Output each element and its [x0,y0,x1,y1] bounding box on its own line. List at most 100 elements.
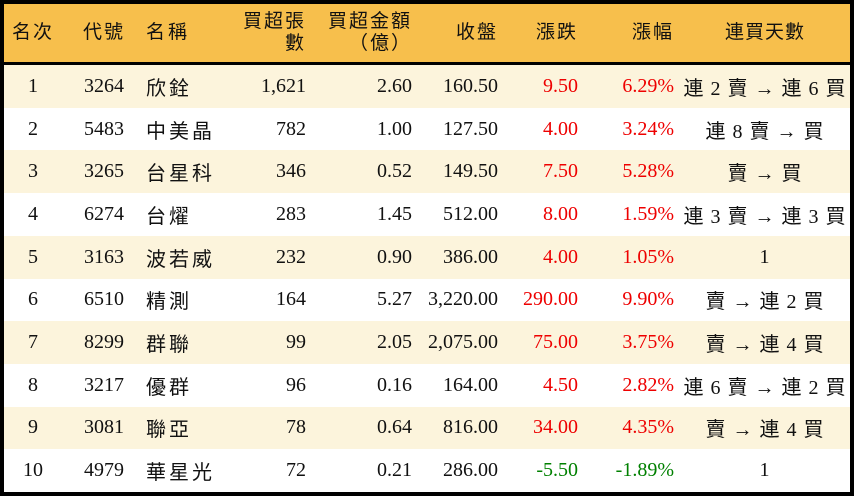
cell-streak: 連 6 賣 → 連 2 買 [683,376,847,399]
cell-amount: 5.27 [377,288,412,311]
cell-code: 3081 [84,416,124,439]
cell-change: 4.00 [543,245,578,268]
cell-volume: 96 [286,373,306,396]
cell-name: 華星光 [146,462,215,485]
cell-change: 4.00 [543,117,578,140]
cell-code: 3265 [84,160,124,183]
cell-change: 290.00 [523,288,578,311]
cell-code: 3163 [84,245,124,268]
cell-streak: 賣 → 連 2 買 [705,291,825,314]
cell-amount: 0.64 [377,416,412,439]
col-header-name: 名稱 [146,22,191,43]
cell-pct: 2.82% [622,373,674,396]
cell-volume: 72 [286,459,306,482]
cell-pct: 6.29% [622,74,674,97]
cell-change: 75.00 [533,331,578,354]
cell-rank: 2 [28,117,38,140]
cell-volume: 346 [276,160,306,183]
cell-close: 286.00 [443,459,498,482]
cell-rank: 6 [28,288,38,311]
col-header-amount: 買超金額 （億） [327,11,412,54]
col-header-streak: 連買天數 [724,22,805,43]
cell-rank: 10 [23,459,43,482]
cell-volume: 78 [286,416,306,439]
cell-rank: 5 [28,245,38,268]
table-header-row: 名次 代號 名稱 買超張數 買超金額 （億） 收盤 漲跌 漲幅 連買天數 [4,4,850,65]
cell-name: 欣銓 [146,77,192,100]
cell-streak: 賣 → 買 [727,163,803,186]
cell-code: 6274 [84,202,124,225]
cell-name: 優群 [146,376,192,399]
cell-rank: 8 [28,373,38,396]
table-row: 1 3264 欣銓 1,621 2.60 160.50 9.50 6.29% 連 2 賣 → 連… [4,65,850,108]
cell-volume: 782 [276,117,306,140]
cell-pct: 3.75% [622,331,674,354]
cell-close: 149.50 [443,160,498,183]
cell-name: 聯亞 [146,419,192,442]
cell-rank: 9 [28,416,38,439]
cell-amount: 0.21 [377,459,412,482]
cell-amount: 2.05 [377,331,412,354]
col-header-volume: 買超張數 [242,11,306,54]
cell-close: 160.50 [443,74,498,97]
cell-name: 波若威 [146,248,215,271]
cell-code: 3264 [84,74,124,97]
cell-pct: 5.28% [622,160,674,183]
cell-pct: 1.05% [622,245,674,268]
table-row: 10 4979 華星光 72 0.21 286.00 -5.50 -1.89% 1 [4,449,850,493]
cell-volume: 232 [276,245,306,268]
cell-name: 精測 [146,291,192,314]
table-row: 9 3081 聯亞 78 0.64 816.00 34.00 4.35% 賣 → 連 4 買 [4,406,850,450]
col-header-rank: 名次 [11,22,54,43]
cell-name: 群聯 [146,334,192,357]
cell-volume: 1,621 [261,74,306,97]
table-row: 5 3163 波若威 232 0.90 386.00 4.00 1.05% 1 [4,235,850,279]
cell-streak: 連 3 賣 → 連 3 買 [683,205,847,228]
cell-volume: 164 [276,288,306,311]
table-row: 8 3217 優群 96 0.16 164.00 4.50 2.82% 連 6 賣 → 連 2 … [4,363,850,407]
cell-pct: 3.24% [622,117,674,140]
cell-close: 3,220.00 [428,288,498,311]
cell-amount: 1.00 [377,117,412,140]
cell-close: 164.00 [443,373,498,396]
cell-change: 9.50 [543,74,578,97]
cell-close: 2,075.00 [428,331,498,354]
cell-name: 台燿 [146,205,192,228]
cell-amount: 2.60 [377,74,412,97]
cell-streak: 1 [759,245,771,268]
cell-pct: 4.35% [622,416,674,439]
cell-volume: 283 [276,202,306,225]
col-header-pct: 漲幅 [631,22,674,43]
cell-pct: 9.90% [622,288,674,311]
cell-amount: 0.90 [377,245,412,268]
cell-code: 5483 [84,117,124,140]
table-body: 1 3264 欣銓 1,621 2.60 160.50 9.50 6.29% 連 2 賣 → 連… [4,65,850,493]
cell-code: 3217 [84,373,124,396]
cell-streak: 連 8 賣 → 買 [705,120,825,143]
cell-rank: 3 [28,160,38,183]
cell-close: 386.00 [443,245,498,268]
cell-amount: 0.16 [377,373,412,396]
cell-change: 7.50 [543,160,578,183]
cell-amount: 1.45 [377,202,412,225]
cell-close: 512.00 [443,202,498,225]
cell-rank: 7 [28,331,38,354]
table-row: 7 8299 群聯 99 2.05 2,075.00 75.00 3.75% 賣 → 連 4 買 [4,321,850,364]
cell-name: 中美晶 [146,120,215,143]
cell-code: 4979 [84,459,124,482]
cell-pct: -1.89% [615,459,674,482]
cell-pct: 1.59% [622,202,674,225]
col-header-code: 代號 [82,22,125,43]
cell-volume: 99 [286,331,306,354]
cell-code: 8299 [84,331,124,354]
cell-close: 127.50 [443,117,498,140]
cell-streak: 賣 → 連 4 買 [705,419,825,442]
cell-name: 台星科 [146,163,215,186]
cell-change: 34.00 [533,416,578,439]
col-header-close: 收盤 [455,22,498,43]
cell-change: -5.50 [536,459,578,482]
table-row: 3 3265 台星科 346 0.52 149.50 7.50 5.28% 賣 → 買 [4,150,850,194]
cell-streak: 賣 → 連 4 買 [705,334,825,357]
cell-change: 4.50 [543,373,578,396]
